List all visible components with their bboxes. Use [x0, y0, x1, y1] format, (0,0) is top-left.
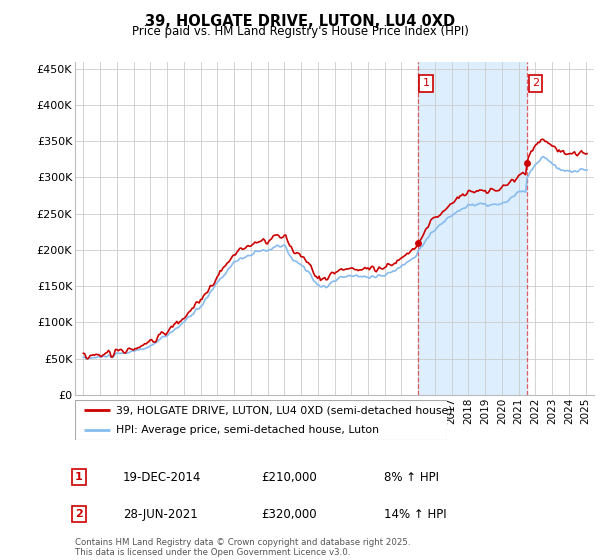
- Bar: [418, 62, 527, 395]
- Text: 28-JUN-2021: 28-JUN-2021: [123, 507, 198, 521]
- Text: 19-DEC-2014: 19-DEC-2014: [123, 470, 202, 484]
- Text: 8% ↑ HPI: 8% ↑ HPI: [384, 470, 439, 484]
- Text: 1: 1: [75, 472, 83, 482]
- Text: HPI: Average price, semi-detached house, Luton: HPI: Average price, semi-detached house,…: [116, 425, 379, 435]
- Text: 39, HOLGATE DRIVE, LUTON, LU4 0XD (semi-detached house): 39, HOLGATE DRIVE, LUTON, LU4 0XD (semi-…: [116, 405, 452, 415]
- Text: 2: 2: [75, 509, 83, 519]
- Text: 39, HOLGATE DRIVE, LUTON, LU4 0XD: 39, HOLGATE DRIVE, LUTON, LU4 0XD: [145, 14, 455, 29]
- Text: 2: 2: [532, 78, 539, 88]
- Text: Price paid vs. HM Land Registry's House Price Index (HPI): Price paid vs. HM Land Registry's House …: [131, 25, 469, 38]
- Text: 14% ↑ HPI: 14% ↑ HPI: [384, 507, 446, 521]
- Text: £210,000: £210,000: [261, 470, 317, 484]
- Text: £320,000: £320,000: [261, 507, 317, 521]
- Text: Contains HM Land Registry data © Crown copyright and database right 2025.
This d: Contains HM Land Registry data © Crown c…: [75, 538, 410, 557]
- Text: 1: 1: [423, 78, 430, 88]
